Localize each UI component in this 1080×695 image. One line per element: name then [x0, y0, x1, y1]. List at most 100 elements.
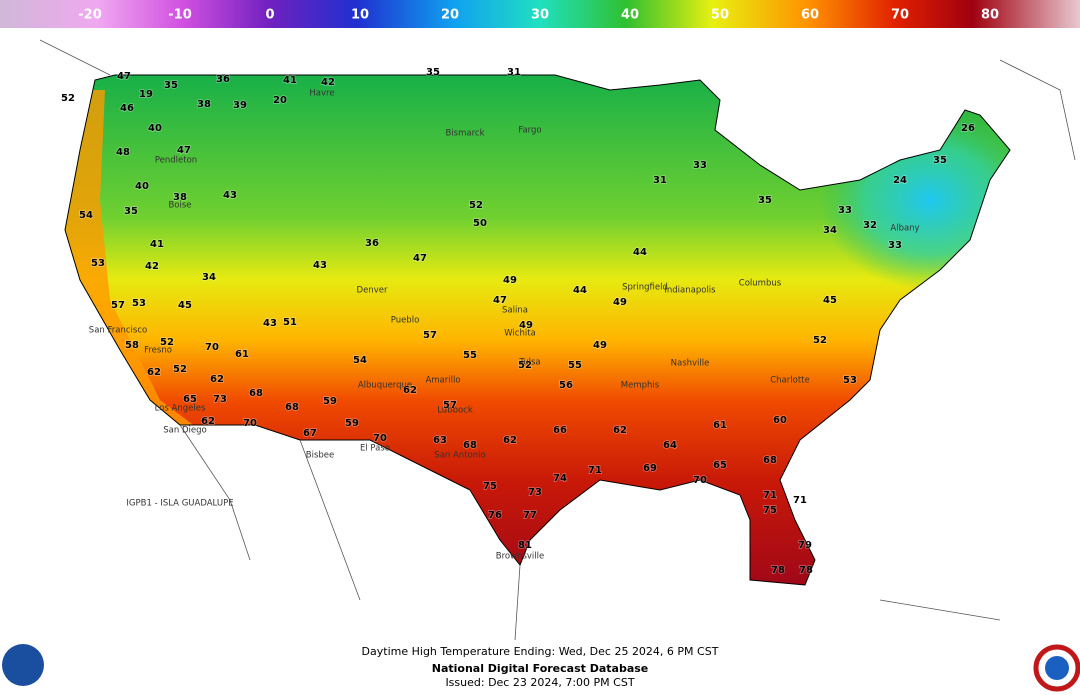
temperature-label: 42: [321, 77, 335, 88]
place-label: Wichita: [504, 329, 536, 339]
temperature-label: 47: [413, 253, 427, 264]
place-label: Salina: [502, 306, 528, 316]
temperature-label: 52: [61, 93, 75, 104]
temperature-label: 44: [633, 247, 647, 258]
legend-tick-label: 0: [265, 8, 274, 23]
temperature-label: 36: [365, 238, 379, 249]
temperature-label: 78: [799, 565, 813, 576]
temperature-label: 26: [961, 123, 975, 134]
legend-tick-label: 50: [711, 8, 729, 23]
legend-tick-label: 80: [981, 8, 999, 23]
temperature-label: 46: [120, 103, 134, 114]
temperature-label: 33: [888, 240, 902, 251]
place-label: Charlotte: [770, 376, 809, 386]
temperature-label: 75: [483, 481, 497, 492]
temperature-label: 45: [178, 300, 192, 311]
legend-tick-label: -20: [78, 8, 102, 23]
place-label: Nashville: [671, 359, 710, 369]
temperature-label: 50: [473, 218, 487, 229]
temperature-label: 68: [285, 402, 299, 413]
temperature-label: 77: [523, 510, 537, 521]
temperature-label: 70: [693, 475, 707, 486]
place-label: San Diego: [163, 426, 206, 436]
neighbor-borders: [39, 39, 1076, 641]
temperature-label: 54: [79, 210, 93, 221]
place-label: Lubbock: [437, 406, 473, 416]
temperature-label: 49: [613, 297, 627, 308]
temperature-label: 43: [223, 190, 237, 201]
temperature-label: 31: [653, 175, 667, 186]
temperature-label: 38: [197, 99, 211, 110]
temperature-label: 53: [132, 298, 146, 309]
temperature-label: 31: [507, 67, 521, 78]
place-label: San Francisco: [89, 326, 147, 336]
temperature-label: 47: [177, 145, 191, 156]
temperature-label: 57: [111, 300, 125, 311]
temperature-label: 71: [588, 465, 602, 476]
temperature-label: 67: [303, 428, 317, 439]
temperature-label: 51: [283, 317, 297, 328]
legend-tick-label: -10: [168, 8, 192, 23]
place-label: Pendleton: [155, 156, 197, 166]
temperature-label: 70: [373, 433, 387, 444]
place-label: Albany: [890, 224, 919, 234]
temperature-label: 58: [125, 340, 139, 351]
temperature-field: [65, 75, 1010, 585]
temperature-label: 41: [283, 75, 297, 86]
legend-tick-label: 40: [621, 8, 639, 23]
temperature-label: 62: [201, 416, 215, 427]
footer-line: Daytime High Temperature Ending: Wed, De…: [362, 645, 719, 658]
place-label: Albuquerque: [358, 381, 412, 391]
temperature-label: 35: [426, 67, 440, 78]
temperature-label: 47: [117, 71, 131, 82]
place-label: Memphis: [621, 381, 660, 391]
temperature-label: 52: [469, 200, 483, 211]
temperature-label: 48: [116, 147, 130, 158]
temperature-label: 76: [488, 510, 502, 521]
temperature-label: 71: [763, 490, 777, 501]
legend-tick-label: 20: [441, 8, 459, 23]
temperature-label: 49: [503, 275, 517, 286]
temperature-label: 35: [164, 80, 178, 91]
temperature-label: 60: [773, 415, 787, 426]
temperature-label: 35: [124, 206, 138, 217]
temperature-label: 56: [559, 380, 573, 391]
temperature-label: 69: [643, 463, 657, 474]
place-label: Fargo: [518, 126, 541, 136]
place-label: Havre: [309, 89, 334, 99]
temperature-label: 44: [573, 285, 587, 296]
place-label: Indianapolis: [664, 286, 716, 296]
temperature-label: 40: [135, 181, 149, 192]
legend-tick-label: 60: [801, 8, 819, 23]
temperature-label: 39: [233, 100, 247, 111]
place-label: Tulsa: [518, 358, 540, 368]
temperature-label: 73: [213, 394, 227, 405]
temperature-label: 42: [145, 261, 159, 272]
temperature-label: 75: [763, 505, 777, 516]
temperature-label: 52: [173, 364, 187, 375]
temperature-label: 62: [403, 385, 417, 396]
temperature-label: 34: [202, 272, 216, 283]
temperature-label: 33: [838, 205, 852, 216]
nws-logo-inner: [1045, 656, 1069, 680]
temperature-label: 49: [519, 320, 533, 331]
place-label: Brownsville: [496, 552, 544, 562]
place-label: Boise: [168, 201, 191, 211]
temperature-label: 61: [235, 349, 249, 360]
place-label: Bisbee: [306, 451, 334, 461]
temperature-label: 59: [345, 418, 359, 429]
footer-line: Issued: Dec 23 2024, 7:00 PM CST: [445, 676, 634, 689]
temperature-label: 65: [713, 460, 727, 471]
place-label: El Paso: [360, 444, 390, 454]
temperature-label: 79: [798, 540, 812, 551]
temperature-label: 62: [210, 374, 224, 385]
temperature-label: 62: [503, 435, 517, 446]
place-label: Denver: [357, 286, 388, 296]
temperature-label: 70: [205, 342, 219, 353]
temperature-label: 78: [771, 565, 785, 576]
temperature-label: 64: [663, 440, 677, 451]
place-label: Pueblo: [391, 316, 420, 326]
temperature-label: 24: [893, 175, 907, 186]
temperature-label: 34: [823, 225, 837, 236]
temperature-label: 65: [183, 394, 197, 405]
